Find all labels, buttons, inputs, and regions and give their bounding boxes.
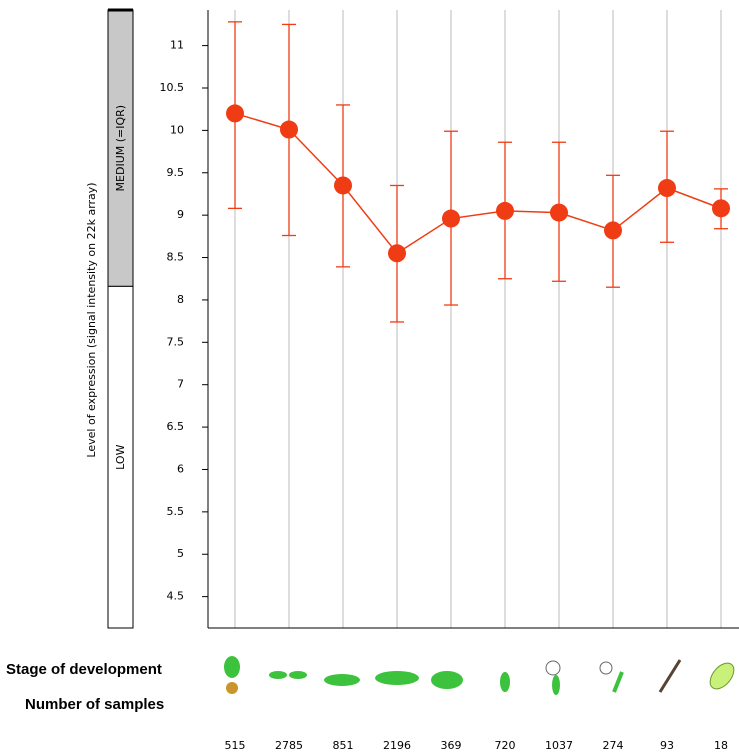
level-label: MEDIUM (=IQR) [114,105,127,192]
icon [600,662,612,674]
page: Level of expression (signal intensity on… [0,0,739,755]
sample-count: 369 [441,739,462,752]
icon [269,671,287,679]
point [550,204,568,222]
y-tick-label: 10.5 [160,81,185,94]
chart: Level of expression (signal intensity on… [0,0,739,755]
y-axis-label: Level of expression (signal intensity on… [85,182,98,457]
y-tick-label: 5 [177,547,184,560]
point [334,176,352,194]
icon [224,656,240,678]
icon [500,672,510,692]
samples-label: Number of samples [25,696,164,713]
sample-count: 851 [333,739,354,752]
y-tick-label: 6 [177,462,184,475]
icon [375,671,419,685]
sample-count: 1037 [545,739,573,752]
point [712,199,730,217]
y-tick-label: 4.5 [167,590,185,603]
icon [289,671,307,679]
sample-count: 720 [495,739,516,752]
sample-count: 18 [714,739,728,752]
y-tick-label: 6.5 [167,420,185,433]
icon [660,660,680,692]
icon [705,659,738,694]
point [658,179,676,197]
stage-icons [224,656,739,695]
icon [226,682,238,694]
point [388,244,406,262]
y-tick-label: 9 [177,208,184,221]
sample-count: 515 [225,739,246,752]
series-line [235,113,721,253]
sample-count: 2785 [275,739,303,752]
y-tick-label: 7 [177,378,184,391]
y-tick-label: 11 [170,39,184,52]
y-tick-label: 10 [170,123,184,136]
point [226,104,244,122]
sample-count: 93 [660,739,674,752]
icon [614,672,622,692]
sample-count: 2196 [383,739,411,752]
icon [324,674,360,686]
stage-label: Stage of development [6,661,162,678]
y-tick-label: 8.5 [167,251,185,264]
y-tick-label: 7.5 [167,335,185,348]
point [280,121,298,139]
point [496,202,514,220]
y-tick-label: 8 [177,293,184,306]
icon [552,675,560,695]
level-label: LOW [114,444,127,469]
icon [546,661,560,675]
y-tick-label: 9.5 [167,166,185,179]
sample-count: 274 [603,739,624,752]
point [604,221,622,239]
icon [431,671,463,689]
y-tick-label: 5.5 [167,505,185,518]
point [442,210,460,228]
